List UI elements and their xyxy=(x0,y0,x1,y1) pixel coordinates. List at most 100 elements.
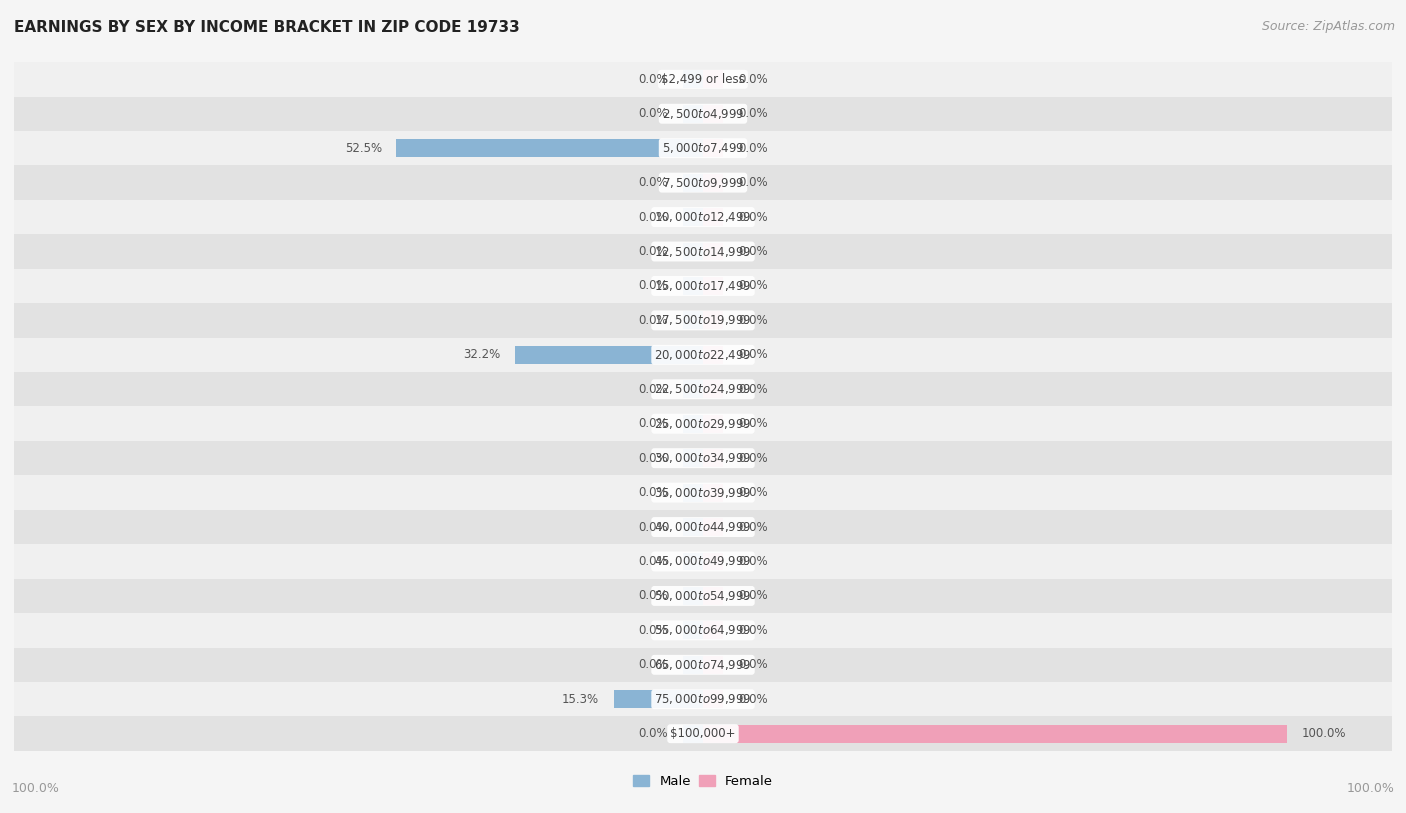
Text: 0.0%: 0.0% xyxy=(738,486,768,499)
Bar xyxy=(703,139,724,157)
Bar xyxy=(515,346,703,363)
Text: EARNINGS BY SEX BY INCOME BRACKET IN ZIP CODE 19733: EARNINGS BY SEX BY INCOME BRACKET IN ZIP… xyxy=(14,20,520,35)
Bar xyxy=(703,484,724,502)
Bar xyxy=(682,518,703,536)
Text: 0.0%: 0.0% xyxy=(738,348,768,361)
Bar xyxy=(3,682,1403,716)
Bar xyxy=(682,484,703,502)
Bar xyxy=(703,380,724,398)
Text: $20,000 to $22,499: $20,000 to $22,499 xyxy=(654,348,752,362)
Text: 0.0%: 0.0% xyxy=(638,417,668,430)
Text: 0.0%: 0.0% xyxy=(638,555,668,568)
Text: 0.0%: 0.0% xyxy=(738,659,768,672)
Text: 100.0%: 100.0% xyxy=(1347,782,1395,795)
Bar xyxy=(682,242,703,260)
Text: 0.0%: 0.0% xyxy=(738,73,768,86)
Text: 0.0%: 0.0% xyxy=(638,727,668,740)
Bar xyxy=(3,476,1403,510)
Text: 0.0%: 0.0% xyxy=(638,486,668,499)
Text: $25,000 to $29,999: $25,000 to $29,999 xyxy=(654,417,752,431)
Bar xyxy=(3,510,1403,544)
Bar xyxy=(3,269,1403,303)
Text: 15.3%: 15.3% xyxy=(562,693,599,706)
Text: $2,499 or less: $2,499 or less xyxy=(661,73,745,86)
Text: 0.0%: 0.0% xyxy=(738,520,768,533)
Text: 0.0%: 0.0% xyxy=(638,176,668,189)
Text: $12,500 to $14,999: $12,500 to $14,999 xyxy=(654,245,752,259)
Text: $45,000 to $49,999: $45,000 to $49,999 xyxy=(654,554,752,568)
Bar xyxy=(703,518,724,536)
Text: $50,000 to $54,999: $50,000 to $54,999 xyxy=(654,589,752,603)
Bar xyxy=(613,690,703,708)
Text: Source: ZipAtlas.com: Source: ZipAtlas.com xyxy=(1261,20,1395,33)
Bar xyxy=(3,613,1403,648)
Text: 0.0%: 0.0% xyxy=(638,245,668,258)
Text: $100,000+: $100,000+ xyxy=(671,727,735,740)
Text: 0.0%: 0.0% xyxy=(738,280,768,293)
Bar xyxy=(682,587,703,605)
Bar xyxy=(3,406,1403,441)
Text: $65,000 to $74,999: $65,000 to $74,999 xyxy=(654,658,752,672)
Bar xyxy=(703,690,724,708)
Bar xyxy=(3,97,1403,131)
Bar xyxy=(396,139,703,157)
Text: 0.0%: 0.0% xyxy=(738,383,768,396)
Text: 0.0%: 0.0% xyxy=(738,624,768,637)
Text: $22,500 to $24,999: $22,500 to $24,999 xyxy=(654,382,752,396)
Bar xyxy=(3,131,1403,165)
Text: 0.0%: 0.0% xyxy=(738,555,768,568)
Bar xyxy=(682,553,703,571)
Text: $75,000 to $99,999: $75,000 to $99,999 xyxy=(654,692,752,706)
Text: 0.0%: 0.0% xyxy=(738,211,768,224)
Text: $55,000 to $64,999: $55,000 to $64,999 xyxy=(654,624,752,637)
Text: 0.0%: 0.0% xyxy=(638,73,668,86)
Text: 0.0%: 0.0% xyxy=(738,693,768,706)
Bar xyxy=(3,303,1403,337)
Text: $15,000 to $17,499: $15,000 to $17,499 xyxy=(654,279,752,293)
Text: 100.0%: 100.0% xyxy=(1302,727,1346,740)
Text: 0.0%: 0.0% xyxy=(638,280,668,293)
Bar xyxy=(3,62,1403,97)
Bar xyxy=(3,544,1403,579)
Text: 0.0%: 0.0% xyxy=(738,452,768,465)
Text: $10,000 to $12,499: $10,000 to $12,499 xyxy=(654,210,752,224)
Bar xyxy=(703,277,724,295)
Text: 0.0%: 0.0% xyxy=(738,245,768,258)
Text: $30,000 to $34,999: $30,000 to $34,999 xyxy=(654,451,752,465)
Bar xyxy=(682,208,703,226)
Text: 0.0%: 0.0% xyxy=(638,624,668,637)
Text: 0.0%: 0.0% xyxy=(638,107,668,120)
Text: 0.0%: 0.0% xyxy=(638,383,668,396)
Bar xyxy=(682,724,703,742)
Bar xyxy=(3,441,1403,476)
Text: 0.0%: 0.0% xyxy=(738,176,768,189)
Text: 0.0%: 0.0% xyxy=(638,659,668,672)
Text: 0.0%: 0.0% xyxy=(638,452,668,465)
Bar xyxy=(682,311,703,329)
Bar xyxy=(703,587,724,605)
Text: 0.0%: 0.0% xyxy=(638,314,668,327)
Legend: Male, Female: Male, Female xyxy=(633,775,773,788)
Bar xyxy=(3,165,1403,200)
Bar xyxy=(3,372,1403,406)
Bar xyxy=(3,337,1403,372)
Bar xyxy=(682,415,703,433)
Text: 0.0%: 0.0% xyxy=(738,314,768,327)
Text: $5,000 to $7,499: $5,000 to $7,499 xyxy=(662,141,744,155)
Bar xyxy=(703,450,724,467)
Bar xyxy=(3,200,1403,234)
Text: 0.0%: 0.0% xyxy=(638,589,668,602)
Text: 52.5%: 52.5% xyxy=(344,141,382,154)
Text: $17,500 to $19,999: $17,500 to $19,999 xyxy=(654,313,752,328)
Text: $2,500 to $4,999: $2,500 to $4,999 xyxy=(662,107,744,121)
Bar xyxy=(703,656,724,674)
Text: 0.0%: 0.0% xyxy=(738,107,768,120)
Text: 32.2%: 32.2% xyxy=(463,348,501,361)
Bar xyxy=(703,71,724,89)
Bar xyxy=(682,277,703,295)
Bar xyxy=(3,716,1403,751)
Bar xyxy=(703,724,1286,742)
Text: $35,000 to $39,999: $35,000 to $39,999 xyxy=(654,485,752,500)
Bar xyxy=(703,242,724,260)
Text: $40,000 to $44,999: $40,000 to $44,999 xyxy=(654,520,752,534)
